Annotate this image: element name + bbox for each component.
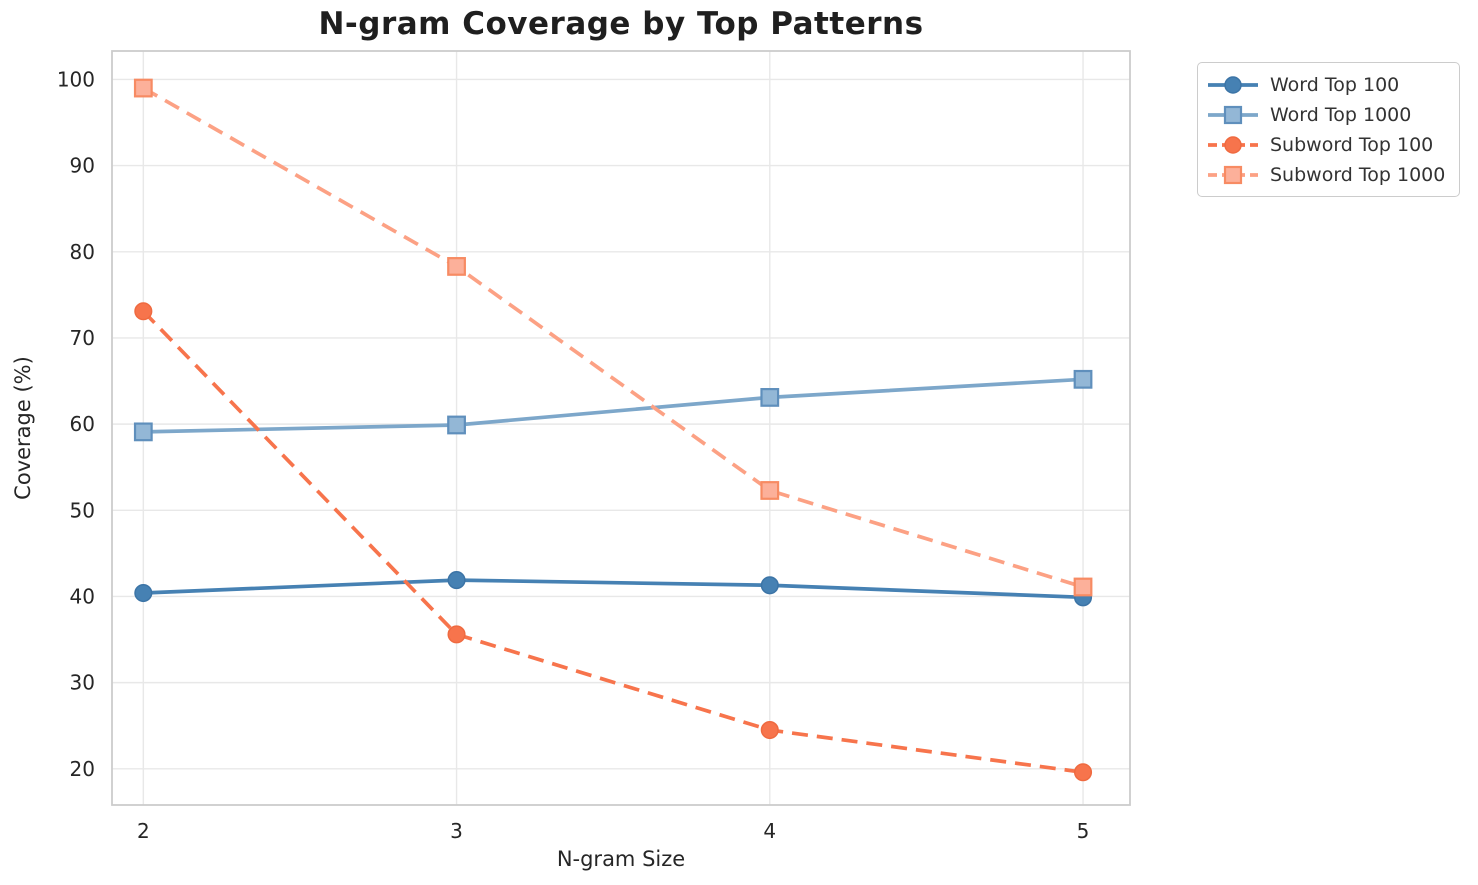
x-tick-label: 5 xyxy=(1077,819,1090,843)
y-tick-label: 100 xyxy=(57,67,95,91)
legend: Word Top 100 Word Top 1000 Subword Top 1… xyxy=(1197,62,1460,197)
data-point-marker xyxy=(447,415,466,435)
x-tick-label: 4 xyxy=(763,819,776,843)
x-axis-label: N-gram Size xyxy=(557,847,685,871)
chart-title: N-gram Coverage by Top Patterns xyxy=(318,6,924,42)
data-point-marker xyxy=(1073,369,1093,389)
legend-label: Subword Top 100 xyxy=(1270,133,1434,156)
series-line xyxy=(142,86,1084,589)
y-axis-label: Coverage (%) xyxy=(11,356,35,500)
legend-item-word-top-1000: Word Top 1000 xyxy=(1208,101,1449,128)
legend-sample-line-icon xyxy=(1208,135,1258,154)
y-tick-label: 60 xyxy=(70,412,95,436)
legend-item-subword-top-1000: Subword Top 1000 xyxy=(1208,161,1449,188)
data-point-marker xyxy=(1073,763,1093,782)
legend-item-word-top-100: Word Top 100 xyxy=(1208,71,1449,98)
data-point-marker xyxy=(133,78,153,98)
legend-item-subword-top-100: Subword Top 100 xyxy=(1208,131,1449,158)
y-tick-label: 70 xyxy=(70,326,95,350)
y-tick-label: 50 xyxy=(70,498,95,522)
x-tick-label: 3 xyxy=(450,819,463,843)
legend-sample-line-icon xyxy=(1208,75,1258,94)
data-point-marker xyxy=(760,388,780,407)
y-tick-label: 20 xyxy=(70,757,95,781)
y-tick-label: 80 xyxy=(70,240,95,264)
plot-border xyxy=(111,50,1131,806)
data-point-marker xyxy=(134,302,153,321)
data-point-marker xyxy=(447,571,466,590)
x-tick-label: 2 xyxy=(137,819,150,843)
y-tick-label: 90 xyxy=(70,154,95,178)
data-point-marker xyxy=(760,576,779,595)
legend-label: Subword Top 1000 xyxy=(1270,163,1446,186)
data-point-marker xyxy=(1073,577,1093,597)
series-line xyxy=(141,578,1085,600)
data-point-marker xyxy=(447,625,466,644)
data-point-marker xyxy=(134,583,153,603)
legend-label: Word Top 1000 xyxy=(1270,103,1412,126)
legend-label: Word Top 100 xyxy=(1270,73,1400,96)
data-point-marker xyxy=(760,720,779,740)
data-point-marker xyxy=(760,481,780,500)
legend-sample-line-icon xyxy=(1208,165,1258,184)
y-tick-label: 40 xyxy=(70,584,95,608)
data-point-marker xyxy=(133,422,153,442)
y-tick-label: 30 xyxy=(70,671,95,695)
legend-sample-line-icon xyxy=(1208,105,1258,124)
series-line xyxy=(141,309,1084,775)
data-point-marker xyxy=(447,257,466,276)
series-line xyxy=(141,377,1085,434)
